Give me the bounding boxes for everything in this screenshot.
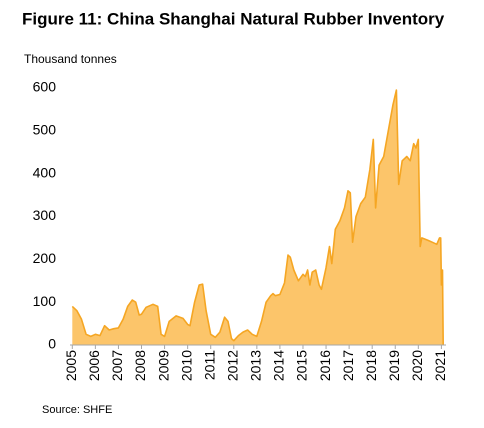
chart-title: Figure 11: China Shanghai Natural Rubber…: [22, 9, 445, 28]
x-tick-label: 2010: [178, 350, 194, 381]
y-tick-label: 200: [33, 250, 57, 266]
x-tick-label: 2015: [294, 350, 310, 381]
x-tick-label: 2009: [155, 350, 171, 381]
source: Source: SHFE: [42, 404, 112, 416]
area: [72, 90, 444, 345]
y-tick-label: 100: [33, 293, 57, 309]
x-tick-label: 2019: [386, 350, 402, 381]
x-tick-label: 2011: [201, 350, 217, 380]
y-tick-label: 500: [33, 122, 57, 138]
x-tick-label: 2008: [132, 350, 148, 381]
x-tick-label: 2016: [317, 350, 333, 381]
x-tick-label: 2005: [63, 350, 79, 381]
y-tick-label: 400: [33, 164, 57, 180]
x-tick-label: 2012: [224, 350, 240, 381]
x-tick-label: 2017: [340, 350, 356, 381]
y-tick-label: 300: [33, 207, 57, 223]
x-tick-label: 2006: [86, 350, 102, 381]
y-axis-label: Thousand tonnes: [24, 52, 117, 66]
x-tick-label: 2021: [432, 350, 448, 381]
x-tick-label: 2018: [363, 350, 379, 381]
x-tick-label: 2007: [109, 350, 125, 381]
y-tick-label: 600: [33, 79, 57, 95]
area-line: [71, 89, 444, 346]
x-tick-label: 2013: [248, 350, 264, 381]
x-tick-label: 2020: [409, 350, 425, 381]
y-tick-label: 0: [48, 336, 56, 352]
x-tick-label: 2014: [271, 350, 287, 381]
